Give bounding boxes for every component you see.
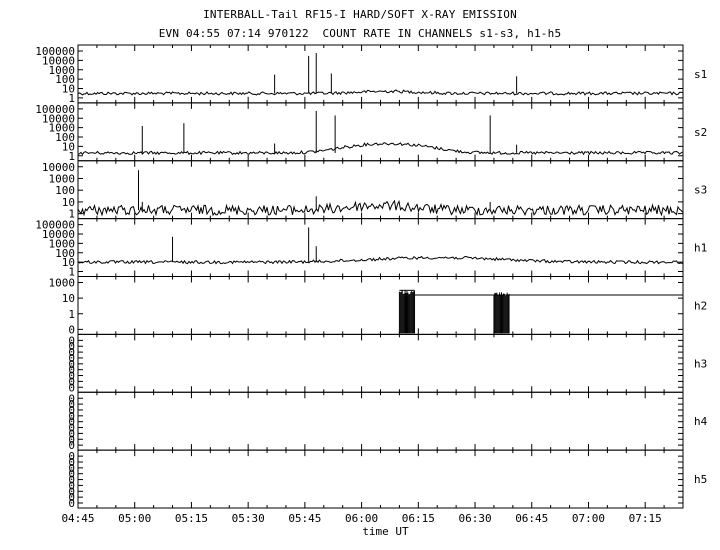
y-tick-label-h3: 0 bbox=[68, 346, 75, 359]
y-tick-label-h3: 0 bbox=[68, 358, 75, 371]
series-trace-s1 bbox=[77, 89, 683, 96]
x-tick-label: 05:15 bbox=[175, 512, 208, 525]
y-tick-label-h5: 0 bbox=[68, 491, 75, 504]
y-tick-label-s2: 1 bbox=[68, 150, 75, 163]
panel-frame-s1 bbox=[77, 44, 684, 104]
x-tick-label: 05:30 bbox=[232, 512, 265, 525]
panel-frame-h4 bbox=[77, 391, 684, 451]
chart-subtitle: EVN 04:55 07:14 970122 COUNT RATE IN CHA… bbox=[158, 27, 562, 40]
y-tick-label-h3: 0 bbox=[68, 334, 75, 347]
y-tick-label-h4: 0 bbox=[68, 422, 75, 435]
y-tick-label-h5: 0 bbox=[68, 468, 75, 481]
y-tick-label-h1: 100 bbox=[55, 247, 75, 260]
y-tick-label-h4: 0 bbox=[68, 404, 75, 417]
y-tick-label-h2: 1 bbox=[68, 308, 75, 321]
series-trace-h1 bbox=[77, 255, 683, 265]
panel-frame-h1 bbox=[77, 218, 684, 277]
y-tick-label-h5: 0 bbox=[68, 456, 75, 469]
series-trace-s2 bbox=[77, 142, 683, 156]
y-tick-label-s2: 100000 bbox=[35, 103, 75, 116]
x-tick-label: 05:00 bbox=[118, 512, 151, 525]
y-tick-label-s2: 100 bbox=[55, 131, 75, 144]
y-tick-label-h3: 0 bbox=[68, 370, 75, 383]
y-tick-label-h2: 0 bbox=[68, 323, 75, 336]
panel-frame-h3 bbox=[77, 333, 684, 393]
y-tick-label-h4: 0 bbox=[68, 439, 75, 452]
y-tick-label-s1: 10000 bbox=[42, 54, 75, 67]
y-tick-label-s3: 10 bbox=[62, 196, 75, 209]
y-tick-label-h3: 0 bbox=[68, 381, 75, 394]
panel-frame-h5 bbox=[77, 449, 684, 509]
y-tick-label-h3: 0 bbox=[68, 364, 75, 377]
y-tick-label-h4: 0 bbox=[68, 433, 75, 446]
x-tick-label: 06:30 bbox=[458, 512, 491, 525]
y-tick-label-s1: 10 bbox=[62, 83, 75, 96]
x-axis-label: time UT bbox=[362, 525, 409, 538]
y-tick-label-h3: 0 bbox=[68, 352, 75, 365]
y-tick-label-s2: 10000 bbox=[42, 112, 75, 125]
panel-label-h5: h5 bbox=[694, 473, 707, 486]
y-tick-label-s3: 100 bbox=[55, 184, 75, 197]
x-tick-label: 05:45 bbox=[288, 512, 321, 525]
x-tick-label: 06:00 bbox=[345, 512, 378, 525]
y-tick-label-h4: 0 bbox=[68, 392, 75, 405]
panel-label-h4: h4 bbox=[694, 415, 708, 428]
y-tick-label-h5: 0 bbox=[68, 462, 75, 475]
y-tick-label-h4: 0 bbox=[68, 398, 75, 411]
y-tick-label-h4: 0 bbox=[68, 410, 75, 423]
y-tick-label-h1: 10 bbox=[62, 256, 75, 269]
y-tick-label-h1: 100000 bbox=[35, 219, 75, 232]
y-tick-label-s3: 1 bbox=[68, 208, 75, 221]
y-tick-label-s2: 10 bbox=[62, 140, 75, 153]
panel-label-h1: h1 bbox=[694, 242, 707, 255]
y-tick-label-s1: 1 bbox=[68, 92, 75, 105]
y-tick-label-h4: 0 bbox=[68, 416, 75, 429]
y-tick-label-s1: 100 bbox=[55, 73, 75, 86]
panel-label-h3: h3 bbox=[694, 357, 707, 370]
y-tick-label-h1: 1000 bbox=[49, 237, 76, 250]
x-tick-label: 06:45 bbox=[515, 512, 548, 525]
x-tick-label: 06:15 bbox=[402, 512, 435, 525]
y-tick-label-s1: 100000 bbox=[35, 45, 75, 58]
y-tick-label-h2: 10 bbox=[62, 292, 75, 305]
y-tick-label-h3: 0 bbox=[68, 340, 75, 353]
y-tick-label-h3: 0 bbox=[68, 375, 75, 388]
panel-label-h2: h2 bbox=[694, 299, 707, 312]
x-tick-label: 04:45 bbox=[61, 512, 94, 525]
y-tick-label-h5: 0 bbox=[68, 450, 75, 463]
y-tick-label-s3: 10000 bbox=[42, 161, 75, 174]
x-tick-label: 07:15 bbox=[629, 512, 662, 525]
y-tick-label-s2: 1000 bbox=[49, 122, 76, 135]
x-tick-label: 07:00 bbox=[572, 512, 605, 525]
y-tick-label-h5: 0 bbox=[68, 497, 75, 510]
y-tick-label-h5: 0 bbox=[68, 479, 75, 492]
y-tick-label-s3: 1000 bbox=[49, 172, 76, 185]
y-tick-label-h2: 1000 bbox=[49, 277, 76, 290]
panel-label-s1: s1 bbox=[694, 68, 707, 81]
y-tick-label-h1: 1 bbox=[68, 266, 75, 279]
panel-label-s3: s3 bbox=[694, 184, 707, 197]
y-tick-label-h1: 10000 bbox=[42, 228, 75, 241]
y-tick-label-h5: 0 bbox=[68, 474, 75, 487]
panel-frame-h2 bbox=[77, 276, 684, 335]
chart-title: INTERBALL-Tail RF15-I HARD/SOFT X-RAY EM… bbox=[203, 8, 517, 21]
y-tick-label-h4: 0 bbox=[68, 427, 75, 440]
series-trace-s3 bbox=[77, 199, 683, 217]
y-tick-label-s1: 1000 bbox=[49, 64, 76, 77]
panel-frame-s3 bbox=[77, 160, 684, 220]
panel-label-s2: s2 bbox=[694, 126, 707, 139]
y-tick-label-h5: 0 bbox=[68, 485, 75, 498]
